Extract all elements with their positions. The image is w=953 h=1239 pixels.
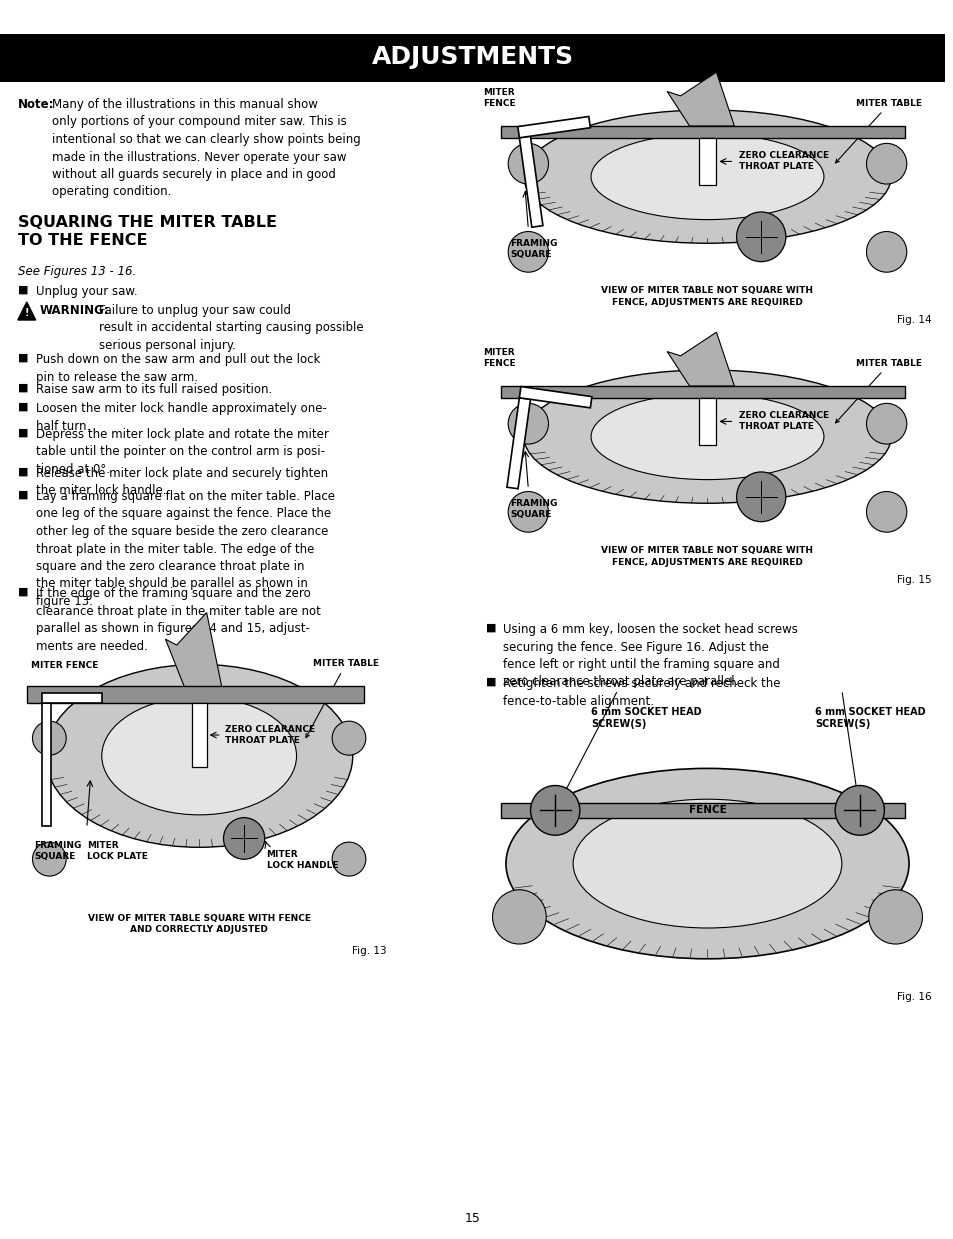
Circle shape [508, 492, 548, 533]
Text: Fig. 13: Fig. 13 [352, 945, 386, 957]
Text: ■: ■ [18, 489, 29, 501]
Text: ■: ■ [485, 676, 496, 686]
Text: Using a 6 mm key, loosen the socket head screws
securing the fence. See Figure 1: Using a 6 mm key, loosen the socket head… [503, 623, 798, 689]
Text: VIEW OF MITER TABLE NOT SQUARE WITH
FENCE, ADJUSTMENTS ARE REQUIRED: VIEW OF MITER TABLE NOT SQUARE WITH FENC… [600, 286, 813, 306]
Ellipse shape [591, 394, 823, 479]
Circle shape [865, 232, 906, 273]
Text: VIEW OF MITER TABLE NOT SQUARE WITH
FENCE, ADJUSTMENTS ARE REQUIRED: VIEW OF MITER TABLE NOT SQUARE WITH FENC… [600, 546, 813, 566]
Text: Release the miter lock plate and securely tighten
the miter lock handle.: Release the miter lock plate and securel… [35, 467, 328, 498]
Circle shape [868, 890, 922, 944]
Circle shape [508, 144, 548, 185]
Ellipse shape [573, 799, 841, 928]
Bar [698, 138, 716, 185]
Text: ■: ■ [18, 383, 29, 393]
Text: Failure to unplug your saw could
result in accidental starting causing possible
: Failure to unplug your saw could result … [99, 304, 363, 352]
Circle shape [834, 786, 883, 835]
Circle shape [32, 721, 66, 755]
Text: ■: ■ [485, 623, 496, 633]
Bar [501, 126, 903, 138]
Circle shape [332, 721, 365, 755]
Ellipse shape [523, 370, 890, 503]
Text: ZERO CLEARANCE
THROAT PLATE: ZERO CLEARANCE THROAT PLATE [738, 411, 828, 431]
Polygon shape [666, 72, 734, 126]
Bar [192, 703, 207, 767]
Text: MITER
FENCE: MITER FENCE [483, 88, 516, 108]
Text: Depress the miter lock plate and rotate the miter
table until the pointer on the: Depress the miter lock plate and rotate … [35, 427, 328, 476]
Text: ZERO CLEARANCE
THROAT PLATE: ZERO CLEARANCE THROAT PLATE [738, 151, 828, 171]
Text: ■: ■ [18, 427, 29, 439]
Bar [0, 33, 944, 82]
Circle shape [530, 786, 579, 835]
Ellipse shape [523, 110, 890, 243]
Text: FENCE: FENCE [688, 805, 725, 815]
Text: MITER
LOCK HANDLE: MITER LOCK HANDLE [266, 850, 337, 870]
Text: Fig. 16: Fig. 16 [896, 992, 930, 1002]
Text: Loosen the miter lock handle approximately one-
half turn.: Loosen the miter lock handle approximate… [35, 401, 326, 432]
Text: ■: ■ [18, 285, 29, 295]
Circle shape [736, 212, 785, 261]
Text: FRAMING
SQUARE: FRAMING SQUARE [510, 499, 558, 519]
Text: MITER FENCE: MITER FENCE [30, 662, 98, 670]
Text: Many of the illustrations in this manual show
only portions of your compound mit: Many of the illustrations in this manual… [51, 98, 360, 198]
Bar [27, 686, 364, 703]
Text: See Figures 13 - 16.: See Figures 13 - 16. [18, 265, 136, 278]
Circle shape [32, 843, 66, 876]
Polygon shape [518, 136, 542, 227]
Text: MITER
LOCK PLATE: MITER LOCK PLATE [87, 841, 148, 861]
Text: 15: 15 [464, 1212, 480, 1225]
Text: Lay a framing square flat on the miter table. Place
one leg of the square agains: Lay a framing square flat on the miter t… [35, 489, 335, 608]
Text: Note:: Note: [18, 98, 54, 112]
Text: MITER TABLE: MITER TABLE [835, 359, 922, 422]
Text: ZERO CLEARANCE
THROAT PLATE: ZERO CLEARANCE THROAT PLATE [225, 725, 315, 745]
Text: ■: ■ [18, 353, 29, 363]
Bar [501, 803, 903, 818]
Polygon shape [165, 612, 221, 686]
Text: ■: ■ [18, 587, 29, 597]
Text: If the edge of the framing square and the zero
clearance throat plate in the mit: If the edge of the framing square and th… [35, 587, 320, 653]
Polygon shape [666, 332, 734, 387]
Ellipse shape [102, 696, 296, 815]
Polygon shape [517, 116, 590, 138]
Circle shape [865, 492, 906, 533]
Text: 6 mm SOCKET HEAD
SCREW(S): 6 mm SOCKET HEAD SCREW(S) [814, 706, 924, 730]
Text: MITER TABLE: MITER TABLE [835, 99, 922, 162]
Circle shape [492, 890, 546, 944]
Text: MITER
FENCE: MITER FENCE [483, 348, 516, 368]
Text: ADJUSTMENTS: ADJUSTMENTS [372, 45, 573, 69]
Text: SQUARING THE MITER TABLE
TO THE FENCE: SQUARING THE MITER TABLE TO THE FENCE [18, 216, 276, 248]
Text: ■: ■ [18, 467, 29, 477]
Circle shape [508, 404, 548, 444]
Circle shape [508, 232, 548, 273]
Circle shape [332, 843, 365, 876]
Text: 6 mm SOCKET HEAD
SCREW(S): 6 mm SOCKET HEAD SCREW(S) [591, 706, 701, 730]
Text: MITER TABLE: MITER TABLE [306, 659, 378, 737]
Text: Unplug your saw.: Unplug your saw. [35, 285, 137, 299]
Circle shape [865, 144, 906, 185]
Bar [698, 398, 716, 445]
Ellipse shape [591, 134, 823, 219]
Text: Fig. 15: Fig. 15 [896, 575, 930, 585]
Text: Retighten the screws securely and recheck the
fence-to-table alignment.: Retighten the screws securely and rechec… [503, 676, 781, 707]
Text: FRAMING
SQUARE: FRAMING SQUARE [510, 239, 558, 259]
Circle shape [736, 472, 785, 522]
Polygon shape [18, 302, 35, 320]
Ellipse shape [505, 768, 908, 959]
Circle shape [223, 818, 264, 859]
Text: Fig. 14: Fig. 14 [896, 315, 930, 325]
Text: Push down on the saw arm and pull out the lock
pin to release the saw arm.: Push down on the saw arm and pull out th… [35, 353, 319, 384]
Polygon shape [42, 693, 102, 703]
Polygon shape [518, 387, 591, 408]
Text: WARNING:: WARNING: [40, 304, 110, 317]
Text: !: ! [25, 309, 29, 318]
Polygon shape [506, 398, 530, 488]
Text: FRAMING
SQUARE: FRAMING SQUARE [34, 841, 82, 861]
Polygon shape [42, 703, 51, 826]
Circle shape [865, 404, 906, 444]
Text: ■: ■ [18, 401, 29, 413]
Text: Raise saw arm to its full raised position.: Raise saw arm to its full raised positio… [35, 383, 272, 396]
Text: VIEW OF MITER TABLE SQUARE WITH FENCE
AND CORRECTLY ADJUSTED: VIEW OF MITER TABLE SQUARE WITH FENCE AN… [88, 914, 311, 934]
Ellipse shape [46, 664, 353, 847]
Bar [501, 387, 903, 398]
